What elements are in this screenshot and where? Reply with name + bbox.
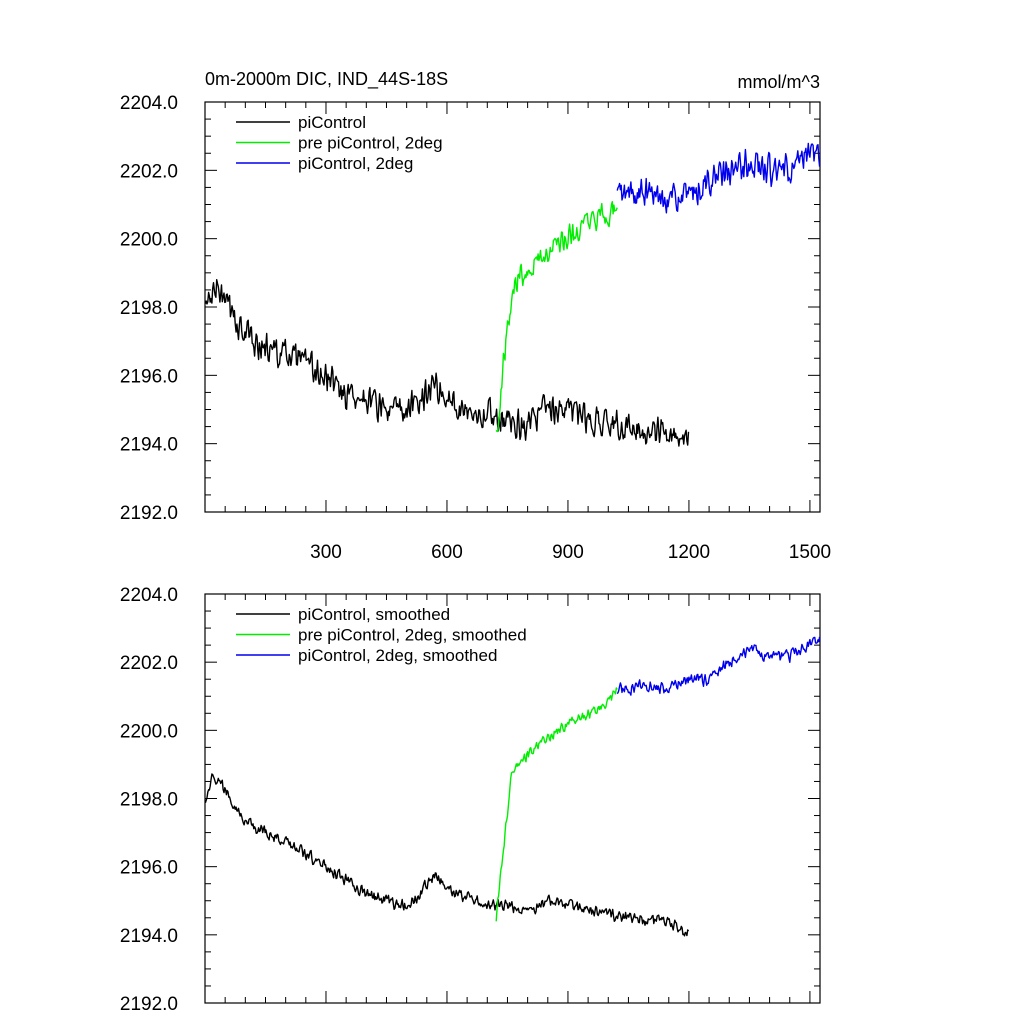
y-tick-label: 2200.0 [120,721,178,742]
y-tick-label: 2194.0 [120,926,178,947]
legend-label: piControl, 2deg [298,154,413,173]
series-line-pre-picontrol-2deg-smoothed [495,687,618,922]
chart-title: 0m-2000m DIC, IND_44S-18S [205,69,448,90]
bottom-panel: 2192.0 2194.0 2196.0 2198.0 2200.0 2202.0 2204… [120,585,821,1015]
y-tick-label: 2196.0 [120,366,178,387]
x-tick-label: 900 [552,542,584,563]
legend-label: piControl, smoothed [298,605,450,624]
series-line-picontrol-2deg-smoothed [616,636,820,696]
legend-label: pre piControl, 2deg, smoothed [298,626,527,645]
series-line-picontrol-2deg [616,142,820,214]
y-tick-label: 2200.0 [120,230,178,251]
y-tick-label: 2202.0 [120,653,178,674]
units-label: mmol/m^3 [738,72,820,92]
series-line-picontrol-smoothed [205,773,690,937]
y-tick-label: 2204.0 [120,93,178,114]
x-tick-label: 600 [431,542,463,563]
y-tick-label: 2204.0 [120,585,178,606]
y-tick-label: 2202.0 [120,161,178,182]
series-line-pre-picontrol-2deg [495,200,618,433]
x-tick-label: 1200 [668,542,710,563]
y-tick-label: 2192.0 [120,994,178,1015]
y-tick-label: 2194.0 [120,435,178,456]
x-tick-label: 1500 [789,542,831,563]
top-panel: 0m-2000m DIC, IND_44S-18S mmol/m^3 2192.0 2… [120,69,831,563]
legend-label: piControl [298,113,366,132]
y-tick-label: 2198.0 [120,298,178,319]
y-tick-label: 2192.0 [120,503,178,524]
y-tick-label: 2196.0 [120,858,178,879]
x-tick-label: 300 [310,542,342,563]
legend-label: piControl, 2deg, smoothed [298,646,497,665]
series-line-picontrol [205,279,690,447]
legend-label: pre piControl, 2deg [298,134,443,153]
y-tick-label: 2198.0 [120,790,178,811]
